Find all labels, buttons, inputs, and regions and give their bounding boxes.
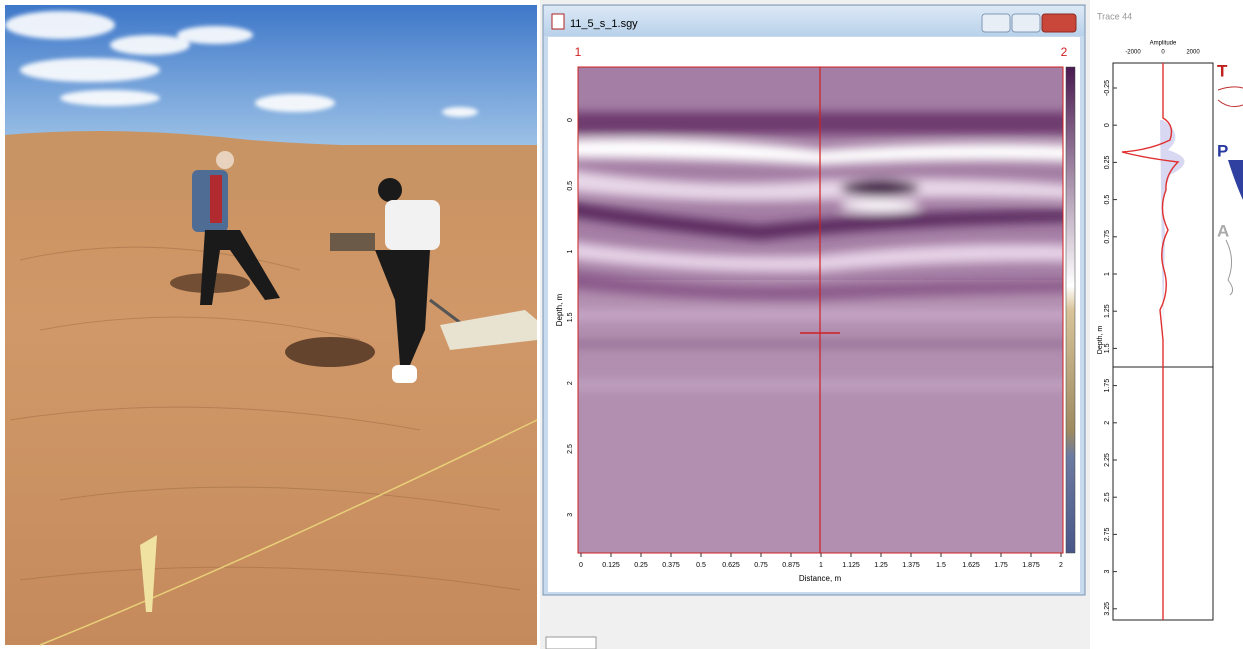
depth-tick-label: 0.25: [1104, 155, 1111, 169]
figure: 11_5_s_1.sgy 1 2: [0, 0, 1243, 649]
depth-tick-label: 0: [1104, 123, 1111, 127]
depth-tick-label: 3: [1104, 570, 1111, 574]
y-tick-label: 1: [567, 250, 574, 254]
x-tick-label: 0.75: [754, 562, 768, 569]
depth-tick-label: 1.5: [1104, 343, 1111, 353]
trace-letter: A: [1217, 221, 1229, 240]
depth-tick-label: -0.25: [1104, 80, 1111, 96]
x-tick-label: 1.625: [962, 562, 980, 569]
depth-tick-label: 3.25: [1104, 602, 1111, 616]
depth-tick-label: 1.75: [1104, 379, 1111, 393]
x-tick-label: 1.125: [842, 562, 860, 569]
x-tick-label: 1.375: [902, 562, 920, 569]
close-button[interactable]: [1042, 14, 1076, 32]
trace-letter: T: [1217, 61, 1228, 80]
depth-tick-label: 2.5: [1104, 492, 1111, 502]
y-tick-label: 2.5: [567, 444, 574, 454]
x-tick-label: 0.625: [722, 562, 740, 569]
x-tick-label: 0.375: [662, 562, 680, 569]
depth-tick-label: 0.5: [1104, 195, 1111, 205]
y-tick-label: 0: [567, 118, 574, 122]
field-photo: [5, 5, 537, 645]
x-tick-label: 2: [1059, 562, 1063, 569]
x-tick-label: 1.875: [1022, 562, 1040, 569]
minimize-button[interactable]: [982, 14, 1010, 32]
depth-tick-label: 2.25: [1104, 453, 1111, 467]
marker-label: 1: [575, 45, 582, 59]
y-tick-label: 1.5: [567, 312, 574, 322]
x-tick-label: 0.5: [696, 562, 706, 569]
x-tick-label: 0: [579, 562, 583, 569]
window-title: 11_5_s_1.sgy: [570, 18, 638, 30]
x-tick-label: 0.875: [782, 562, 800, 569]
x-tick-label: 1.75: [994, 562, 1008, 569]
x-axis-label: Distance, m: [799, 574, 842, 583]
depth-tick-label: 0.75: [1104, 230, 1111, 244]
amplitude-tick-label: -2000: [1125, 50, 1141, 56]
depth-tick-label: 1: [1104, 272, 1111, 276]
x-tick-label: 1: [819, 562, 823, 569]
x-tick-label: 0.25: [634, 562, 648, 569]
marker-label: 2: [1061, 45, 1068, 59]
y-tick-label: 3: [567, 513, 574, 517]
radargram-window: 11_5_s_1.sgy 1 2: [540, 0, 1090, 649]
y-axis-label: Depth, m: [555, 293, 564, 326]
radargram: [560, 67, 1080, 553]
x-tick-label: 1.5: [936, 562, 946, 569]
trace-title: Trace 44: [1097, 11, 1132, 21]
depth-tick-label: 2: [1104, 421, 1111, 425]
trace-letter: P: [1217, 141, 1228, 160]
x-tick-label: 0.125: [602, 562, 620, 569]
tab[interactable]: [546, 637, 596, 649]
depth-tick-label: 2.75: [1104, 527, 1111, 541]
color-scale: [1066, 67, 1075, 553]
x-tick-label: 1.25: [874, 562, 888, 569]
maximize-button[interactable]: [1012, 14, 1040, 32]
shadow: [285, 337, 375, 367]
amplitude-tick-label: 2000: [1186, 50, 1200, 56]
depth-tick-label: 1.25: [1104, 304, 1111, 318]
y-tick-label: 0.5: [567, 181, 574, 191]
file-icon: [552, 14, 564, 29]
amplitude-label: Amplitude: [1150, 41, 1177, 47]
depth-label: Depth, m: [1097, 326, 1104, 355]
y-tick-label: 2: [567, 381, 574, 385]
